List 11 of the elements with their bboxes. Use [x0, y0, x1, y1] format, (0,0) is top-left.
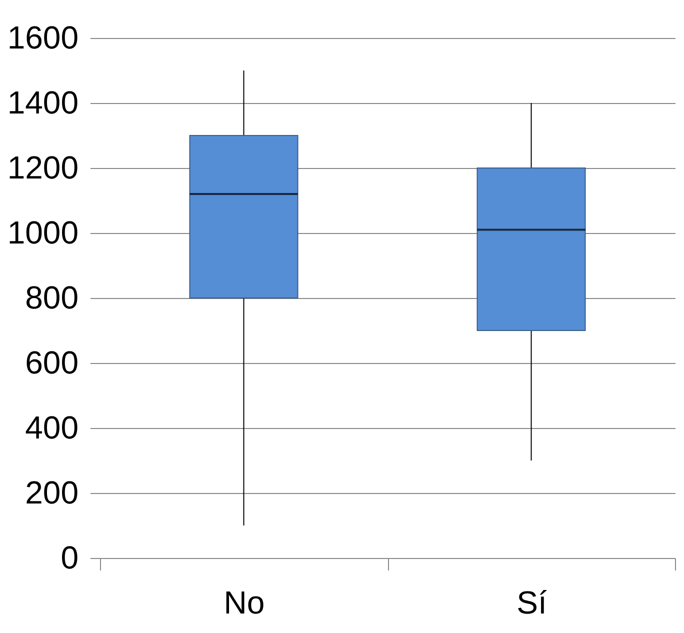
x-tick-label: Sí	[516, 584, 547, 620]
y-tick-label: 600	[25, 344, 78, 380]
y-tick-label: 0	[60, 540, 78, 576]
y-tick-label: 1600	[7, 20, 78, 56]
y-tick-label: 400	[25, 410, 78, 446]
y-tick-label: 1000	[7, 214, 78, 250]
y-tick-label: 1400	[7, 84, 78, 120]
y-tick-label: 200	[25, 474, 78, 510]
y-tick-label: 1200	[7, 150, 78, 186]
y-tick-label: 800	[25, 280, 78, 316]
x-tick-label: No	[224, 584, 265, 620]
